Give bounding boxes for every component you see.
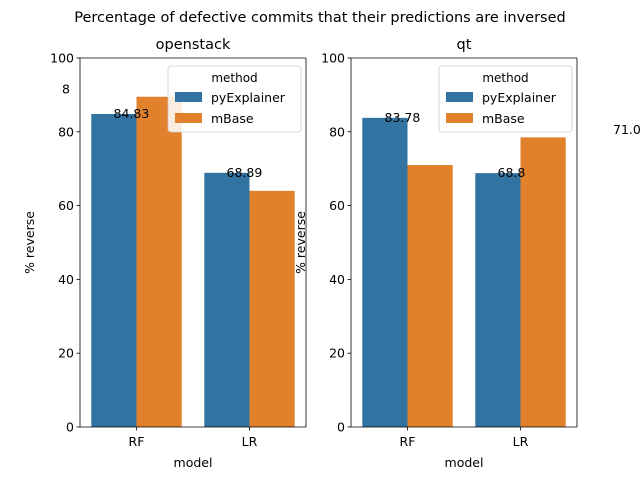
bar-mBase-LR [520, 137, 566, 427]
y-axis-label: % reverse [22, 211, 37, 274]
x-axis-label: model [174, 455, 213, 470]
y-tick-label: 100 [50, 51, 74, 66]
subplot-title: openstack [156, 37, 231, 53]
data-label: 71.0 [613, 122, 640, 137]
legend-title: method [482, 71, 528, 85]
legend-title: method [211, 71, 257, 85]
legend-label: pyExplainer [211, 90, 286, 105]
y-tick-label: 20 [58, 346, 74, 361]
y-tick-label: 40 [329, 272, 345, 287]
y-tick-label: 80 [329, 124, 345, 139]
x-tick-label: RF [400, 434, 416, 449]
y-tick-label: 0 [337, 420, 345, 435]
x-tick-label: LR [513, 434, 529, 449]
data-label: 84.83 [114, 106, 150, 121]
bar-mBase-RF [407, 165, 453, 427]
bar-pyExplainer-LR [204, 172, 250, 427]
legend-label: mBase [211, 111, 254, 126]
data-label: 8 [62, 81, 70, 96]
bar-pyExplainer-RF [362, 117, 408, 427]
data-label: 68.8 [498, 165, 526, 180]
x-tick-label: LR [242, 434, 258, 449]
y-tick-label: 20 [329, 346, 345, 361]
legend-label: mBase [482, 111, 525, 126]
subplot-title: qt [457, 37, 472, 53]
bar-mBase-LR [249, 190, 295, 427]
figure-suptitle: Percentage of defective commits that the… [74, 10, 565, 26]
data-label: 68.89 [227, 165, 263, 180]
legend-label: pyExplainer [482, 90, 557, 105]
x-axis-label: model [445, 455, 484, 470]
y-tick-label: 100 [321, 51, 345, 66]
y-tick-label: 80 [58, 124, 74, 139]
bar-mBase-RF [136, 96, 182, 428]
y-tick-label: 0 [66, 420, 74, 435]
x-tick-label: RF [129, 434, 145, 449]
legend-swatch-pyExplainer [175, 92, 202, 102]
legend-swatch-pyExplainer [446, 92, 473, 102]
bar-pyExplainer-RF [91, 113, 137, 428]
legend-swatch-mBase [446, 113, 473, 123]
bar-pyExplainer-LR [475, 173, 521, 427]
data-label: 83.78 [385, 110, 421, 125]
y-axis-label: % reverse [293, 211, 308, 274]
y-tick-label: 60 [329, 198, 345, 213]
y-tick-label: 40 [58, 272, 74, 287]
y-tick-label: 60 [58, 198, 74, 213]
legend-swatch-mBase [175, 113, 202, 123]
